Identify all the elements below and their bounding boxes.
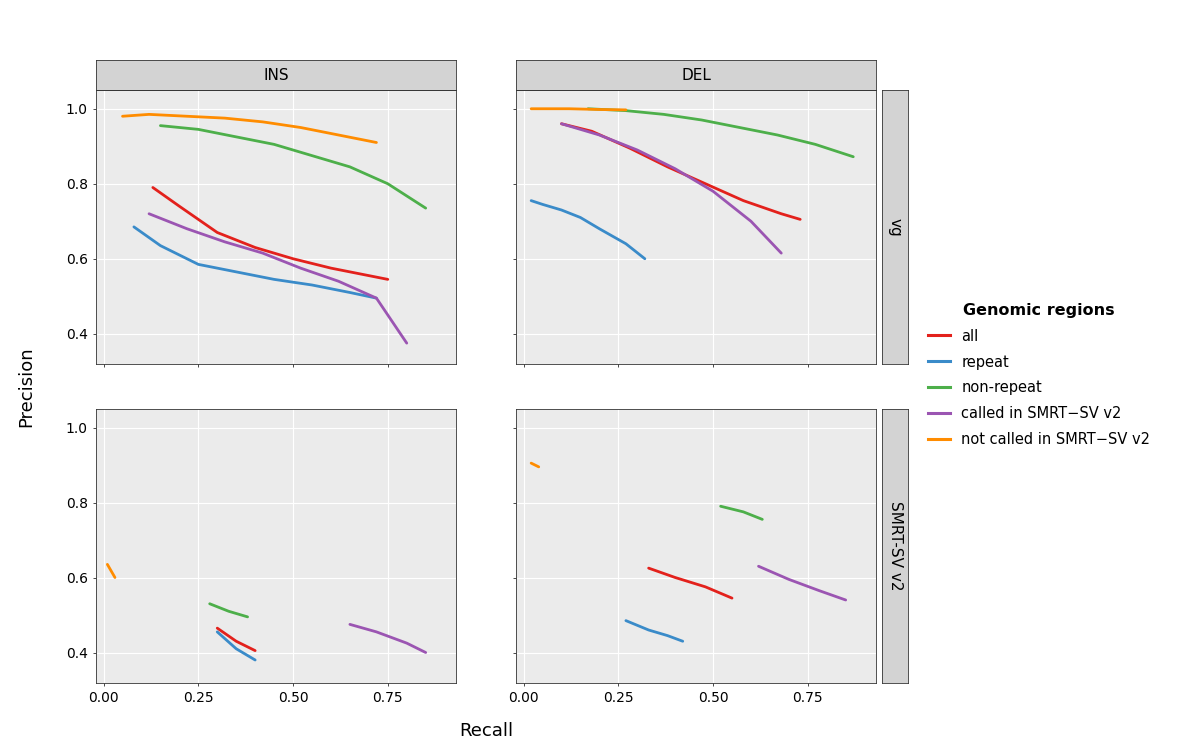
Text: INS: INS [263, 68, 289, 82]
Legend: all, repeat, non-repeat, called in SMRT−SV v2, not called in SMRT−SV v2: all, repeat, non-repeat, called in SMRT−… [928, 303, 1151, 447]
Text: vg: vg [888, 217, 902, 236]
Text: Precision: Precision [17, 346, 36, 427]
Text: SMRT-SV v2: SMRT-SV v2 [888, 501, 902, 590]
Text: Recall: Recall [458, 722, 514, 740]
Text: DEL: DEL [682, 68, 710, 82]
